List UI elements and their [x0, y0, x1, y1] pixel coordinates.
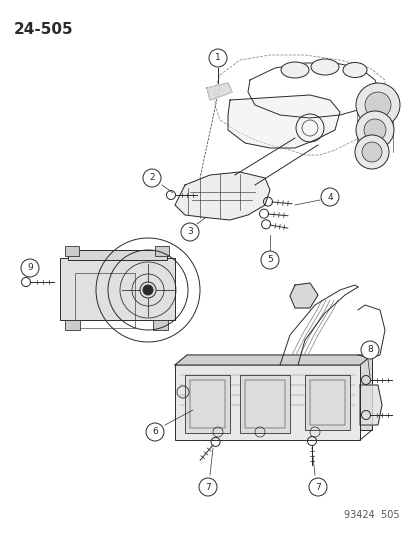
Text: 2: 2 [149, 174, 154, 182]
Bar [309, 380, 344, 425]
Circle shape [364, 92, 390, 118]
Bar [175, 365, 359, 440]
Text: 6: 6 [152, 427, 157, 437]
Text: 3: 3 [187, 228, 192, 237]
Polygon shape [206, 83, 231, 100]
Bar [185, 375, 230, 433]
Bar [65, 246, 79, 256]
Circle shape [355, 111, 393, 149]
Bar [65, 320, 80, 330]
Polygon shape [175, 172, 269, 220]
Circle shape [209, 49, 226, 67]
Bar [244, 380, 284, 428]
Circle shape [363, 119, 385, 141]
Circle shape [320, 188, 338, 206]
Text: 7: 7 [314, 482, 320, 491]
Circle shape [361, 142, 381, 162]
Circle shape [355, 83, 399, 127]
Circle shape [180, 223, 199, 241]
Polygon shape [359, 385, 381, 425]
Text: 8: 8 [366, 345, 372, 354]
Circle shape [199, 478, 216, 496]
Circle shape [360, 341, 378, 359]
Bar [240, 375, 289, 433]
Text: 9: 9 [27, 263, 33, 272]
Ellipse shape [310, 59, 338, 75]
Bar [60, 258, 175, 320]
Text: 4: 4 [326, 192, 332, 201]
Ellipse shape [342, 62, 366, 77]
Circle shape [21, 259, 39, 277]
Bar [68, 250, 166, 260]
Circle shape [142, 169, 161, 187]
Circle shape [142, 285, 153, 295]
Circle shape [354, 135, 388, 169]
Polygon shape [175, 355, 371, 365]
Bar [190, 380, 224, 428]
Bar [153, 320, 168, 330]
Circle shape [260, 251, 278, 269]
FancyBboxPatch shape [187, 355, 371, 430]
Bar [304, 375, 349, 430]
Circle shape [308, 478, 326, 496]
Text: 93424  505: 93424 505 [344, 510, 399, 520]
Text: 7: 7 [204, 482, 210, 491]
Polygon shape [228, 95, 339, 148]
Text: 1: 1 [215, 53, 221, 62]
Bar [154, 246, 169, 256]
Text: 5: 5 [266, 255, 272, 264]
Bar [75, 273, 135, 328]
Circle shape [146, 423, 164, 441]
Ellipse shape [280, 62, 308, 78]
Text: 24-505: 24-505 [14, 22, 74, 37]
Polygon shape [289, 283, 317, 308]
